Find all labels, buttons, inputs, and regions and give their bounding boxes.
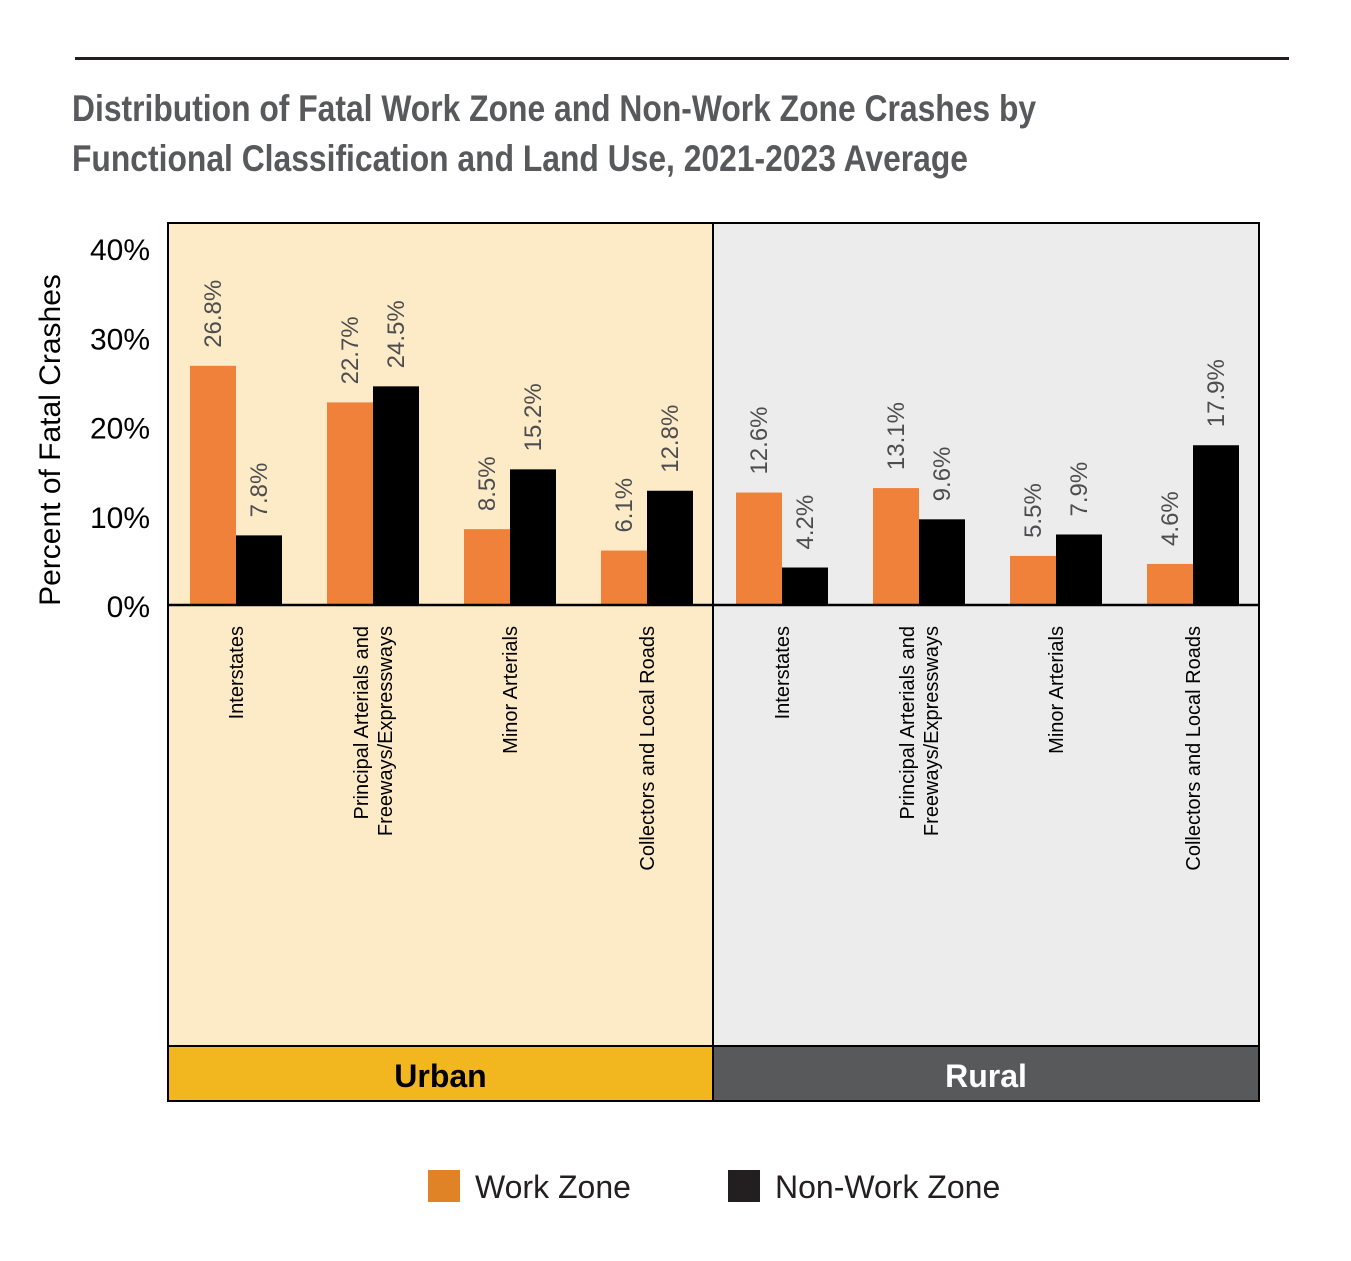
bar-rural-3-non-work-zone [1056,534,1102,605]
data-label-rural-2-non-work-zone: 9.6% [929,447,956,502]
data-label-urban-2-work-zone: 22.7% [337,316,364,384]
bar-urban-3-non-work-zone [510,469,556,605]
category-label-urban-3: Minor Arterials [500,626,522,754]
data-label-urban-1-non-work-zone: 7.8% [246,463,273,518]
group-band-urban [168,1046,713,1101]
bar-urban-2-non-work-zone [373,386,419,605]
data-label-rural-3-non-work-zone: 7.9% [1066,462,1093,517]
category-label-rural-2-line-2: Freeways/Expressways [921,626,943,836]
top-rule [75,57,1289,60]
category-label-urban-2-line-1: Principal Arterials and [351,626,373,819]
bar-urban-1-work-zone [190,365,236,605]
panel-bg-urban [168,223,713,1046]
category-label-urban-2-line-2: Freeways/Expressways [375,626,397,836]
category-label-rural-4: Collectors and Local Roads [1183,626,1205,871]
bar-urban-3-work-zone [464,529,510,605]
bar-urban-4-work-zone [601,550,647,605]
bar-rural-3-work-zone [1010,555,1056,605]
y-tick-label-10: 10% [90,502,150,535]
chart-title-line-1: Distribution of Fatal Work Zone and Non-… [72,88,1037,129]
bar-rural-1-work-zone [736,492,782,605]
y-tick-label-20: 20% [90,413,150,446]
group-band-rural [713,1046,1259,1101]
y-tick-label-30: 30% [90,323,150,356]
category-label-urban-1: Interstates [226,626,248,719]
data-label-urban-4-non-work-zone: 12.8% [657,405,684,473]
category-label-rural-2-line-1: Principal Arterials and [897,626,919,819]
data-label-rural-4-non-work-zone: 17.9% [1203,359,1230,427]
y-axis-title: Percent of Fatal Crashes [34,274,67,606]
legend-swatch-work-zone [428,1170,460,1202]
data-label-urban-3-work-zone: 8.5% [474,456,501,511]
data-label-urban-3-non-work-zone: 15.2% [520,383,547,451]
legend-swatch-non-work-zone [728,1170,760,1202]
chart-title-line-2: Functional Classification and Land Use, … [72,138,968,179]
y-tick-label-0: 0% [107,591,150,624]
group-label-rural: Rural [945,1058,1027,1094]
category-label-rural-3: Minor Arterials [1046,626,1068,754]
bar-urban-2-work-zone [327,402,373,605]
bar-rural-2-non-work-zone [919,519,965,605]
group-label-urban: Urban [394,1058,486,1094]
bar-rural-4-work-zone [1147,563,1193,605]
panel-bg-rural [713,223,1259,1046]
data-label-rural-3-work-zone: 5.5% [1020,483,1047,538]
data-label-urban-1-work-zone: 26.8% [200,280,227,348]
chart-title: Distribution of Fatal Work Zone and Non-… [72,84,1130,184]
bar-urban-4-non-work-zone [647,490,693,605]
data-label-rural-1-work-zone: 12.6% [746,406,773,474]
category-label-rural-1: Interstates [772,626,794,719]
data-label-rural-1-non-work-zone: 4.2% [792,495,819,550]
legend-label-work-zone: Work Zone [475,1169,631,1205]
data-label-urban-2-non-work-zone: 24.5% [383,300,410,368]
bar-rural-1-non-work-zone [782,567,828,605]
category-label-urban-4: Collectors and Local Roads [637,626,659,871]
y-tick-label-40: 40% [90,234,150,267]
data-label-rural-2-work-zone: 13.1% [883,402,910,470]
bar-rural-4-non-work-zone [1193,445,1239,605]
data-label-urban-4-work-zone: 6.1% [611,478,638,533]
bar-rural-2-work-zone [873,488,919,605]
data-label-rural-4-work-zone: 4.6% [1157,491,1184,546]
legend-label-non-work-zone: Non-Work Zone [775,1169,1000,1205]
bar-urban-1-non-work-zone [236,535,282,605]
